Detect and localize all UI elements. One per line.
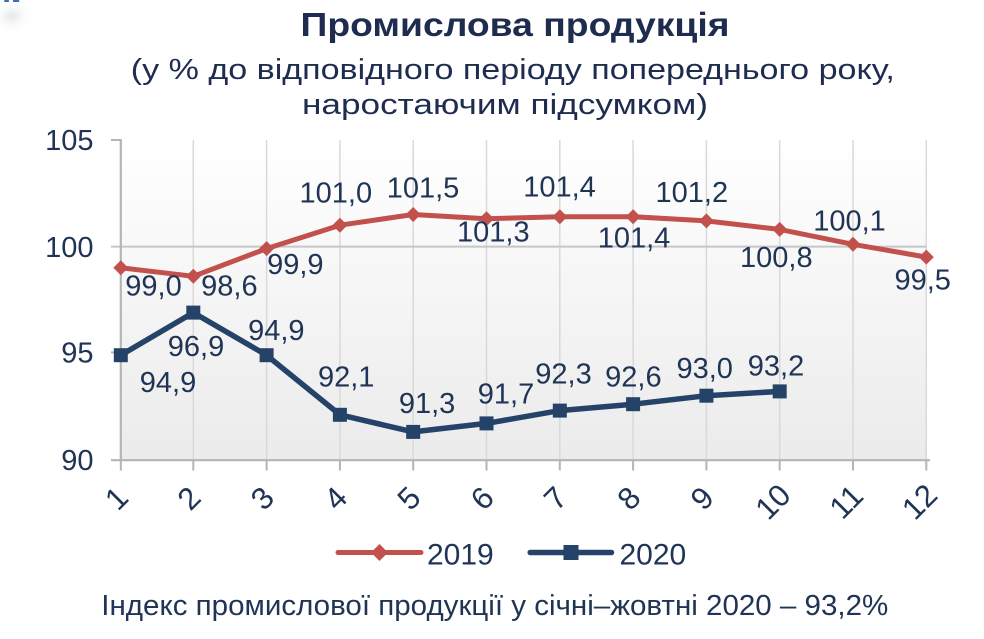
svg-text:100: 100 [45,232,93,264]
svg-text:99,5: 99,5 [894,265,950,297]
svg-text:94,9: 94,9 [140,367,196,399]
svg-text:6: 6 [464,480,501,517]
svg-text:98,6: 98,6 [201,271,257,303]
svg-text:(у % до відповідного періоду п: (у % до відповідного періоду попередньог… [131,54,895,86]
svg-text:100,8: 100,8 [740,242,813,274]
svg-text:101,3: 101,3 [457,217,530,249]
svg-text:93,2: 93,2 [748,350,804,382]
svg-text:90: 90 [61,445,93,477]
svg-text:2: 2 [171,480,208,517]
svg-text:100,1: 100,1 [813,205,886,237]
svg-text:Промислова продукція: Промислова продукція [301,6,730,43]
svg-text:4: 4 [317,480,354,517]
svg-text:101,4: 101,4 [598,222,671,254]
svg-text:101,5: 101,5 [387,173,460,205]
svg-text:наростаючим підсумком): наростаючим підсумком) [302,89,708,121]
svg-text:99,9: 99,9 [267,249,323,281]
svg-text:91,3: 91,3 [399,388,455,420]
svg-text:10: 10 [748,477,797,526]
svg-text:92,3: 92,3 [535,359,591,391]
svg-text:95: 95 [61,338,93,370]
svg-text:99,0: 99,0 [125,271,181,303]
svg-text:5: 5 [391,480,428,517]
svg-text:2020: 2020 [620,539,687,572]
svg-text:12: 12 [895,477,944,526]
svg-text:7: 7 [537,480,574,517]
svg-text:11: 11 [823,478,871,526]
svg-text:105: 105 [45,125,93,157]
svg-text:8: 8 [610,480,647,517]
svg-text:92,6: 92,6 [605,362,661,394]
svg-text:Індекс промислової продукції у: Індекс промислової продукції у січні–жов… [101,590,888,622]
svg-text:96,9: 96,9 [168,331,224,363]
svg-text:101,0: 101,0 [300,178,373,210]
svg-text:94,9: 94,9 [248,315,304,347]
svg-text:101,2: 101,2 [656,177,729,209]
svg-text:1: 1 [98,480,135,517]
svg-text:93,0: 93,0 [676,353,732,385]
svg-text:3: 3 [244,480,281,517]
svg-text:2019: 2019 [427,539,494,572]
svg-text:91,7: 91,7 [478,378,534,410]
svg-text:101,4: 101,4 [523,172,596,204]
svg-text:9: 9 [684,480,721,517]
svg-text:92,1: 92,1 [318,362,374,394]
